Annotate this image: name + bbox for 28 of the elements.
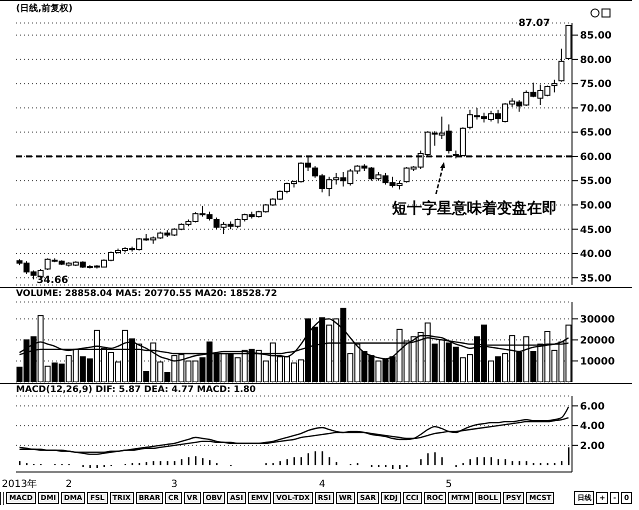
y-tick-label: 75.00	[580, 79, 612, 90]
y-tick-label: 35.00	[580, 273, 612, 284]
y-tick-label: 20000	[580, 335, 615, 346]
x-tick-label: 2	[66, 479, 72, 490]
y-tick-label: 6.00	[580, 401, 605, 412]
x-tick-label: 4	[318, 479, 326, 490]
annotation: 短十字星意味着变盘在即	[392, 199, 557, 218]
chart-title: MACD(12,26,9) DIF: 5.87 DEA: 4.77 MACD: 1.80	[16, 385, 256, 395]
y-tick-label: 65.00	[580, 128, 612, 139]
y-tick-label: 40.00	[580, 249, 612, 260]
annotation: 87.07	[518, 18, 550, 30]
x-tick-label: 2013年	[2, 478, 38, 490]
y-tick-label: 70.00	[580, 103, 612, 114]
y-tick-label: 50.00	[580, 200, 612, 212]
y-tick-label: 60.00	[580, 152, 612, 163]
y-tick-label: 55.00	[580, 176, 612, 188]
y-tick-label: 2.00	[580, 440, 605, 452]
y-tick-label: 4.00	[580, 421, 605, 432]
chart-title: (日线,前复权)	[16, 2, 73, 15]
y-tick-label: 30000	[580, 314, 615, 326]
y-tick-label: 85.00	[580, 30, 612, 42]
chart-title: VOLUME: 28858.04 MA5: 20770.55 MA20: 18528.72	[16, 289, 278, 299]
x-tick-label: 3	[171, 479, 178, 490]
y-tick-label: 10000	[580, 356, 615, 368]
annotation: 34.66	[36, 275, 68, 286]
x-tick-label: 5	[446, 479, 452, 490]
y-tick-label: 80.00	[580, 54, 612, 66]
y-tick-label: 45.00	[580, 224, 612, 236]
